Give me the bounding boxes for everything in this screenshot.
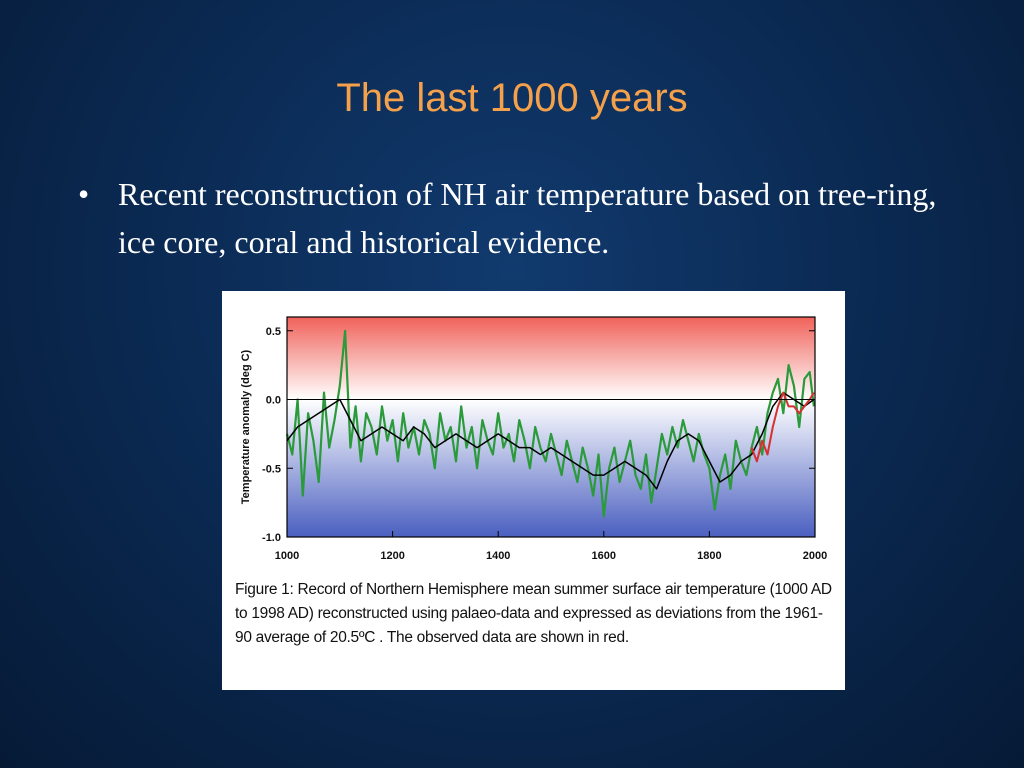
y-tick-label: -1.0 (262, 532, 281, 544)
x-tick-label: 1600 (592, 550, 616, 562)
y-axis-title: Temperature anomaly (deg C) (240, 349, 252, 504)
temperature-chart: 0.5 0.0 -0.5 -1.0 1000 1200 1400 1600 1800 2000 Te… (240, 316, 827, 562)
y-tick-label: -0.5 (262, 463, 281, 475)
y-tick-label: 0.0 (266, 395, 281, 407)
series-line-annual (285, 329, 815, 518)
slide-title: The last 1000 years (336, 76, 688, 120)
x-tick-label: 1000 (275, 550, 299, 562)
figure-panel: 0.5 0.0 -0.5 -1.0 1000 1200 1400 1600 1800 2000 Te… (222, 291, 845, 690)
bullet-item: • Recent reconstruction of NH air temper… (78, 170, 958, 266)
plot-frame (286, 316, 816, 538)
x-tick-label: 1800 (697, 550, 721, 562)
bullet-list: • Recent reconstruction of NH air temper… (78, 170, 958, 266)
x-tick-label: 1400 (486, 550, 510, 562)
x-tick-label: 2000 (803, 550, 827, 562)
y-tick-label: 0.5 (266, 326, 281, 338)
bullet-marker: • (78, 176, 90, 212)
warm-background (287, 317, 815, 400)
x-tick-label: 1200 (380, 550, 404, 562)
figure-caption: Figure 1: Record of Northern Hemisphere … (235, 581, 832, 646)
bullet-text: Recent reconstruction of NH air temperat… (118, 176, 937, 260)
series-line-observed (750, 391, 815, 463)
series-line-smoothed (286, 391, 815, 490)
